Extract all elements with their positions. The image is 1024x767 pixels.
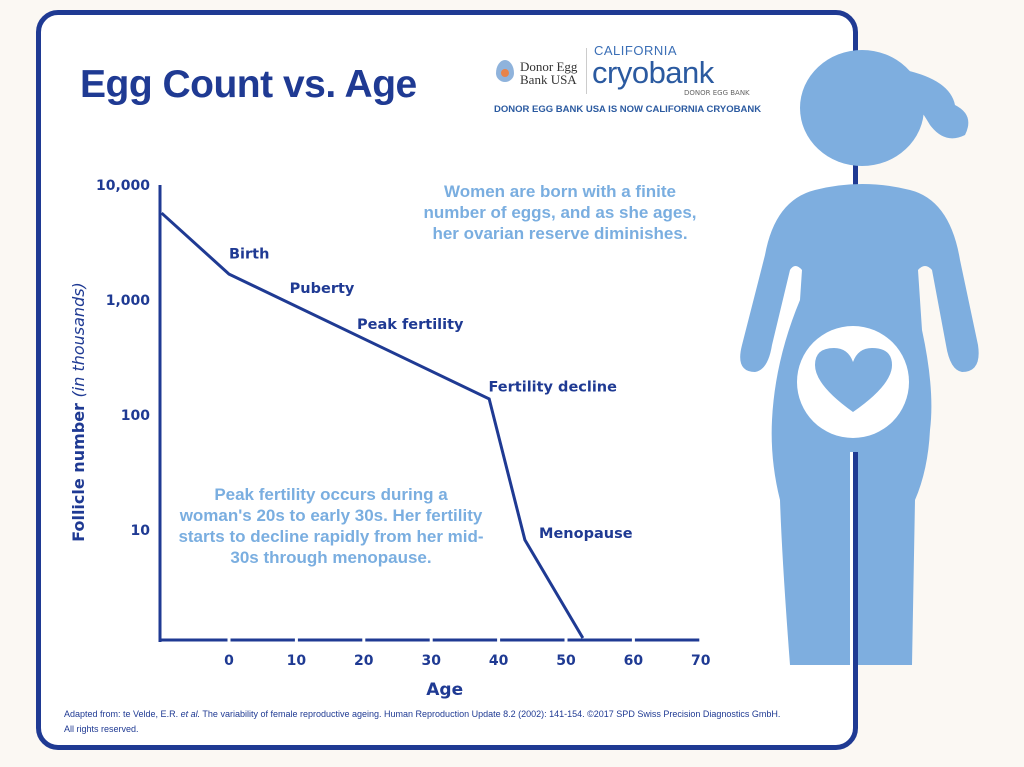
cryobank-wordmark: cryobank xyxy=(592,55,714,90)
note-bottom: Peak fertility occurs during a woman's 2… xyxy=(178,485,484,567)
logo-divider xyxy=(586,48,587,94)
page-title: Egg Count vs. Age xyxy=(80,63,417,106)
california-label: CALIFORNIA xyxy=(594,43,678,58)
infographic-card xyxy=(36,10,858,750)
note-top: Women are born with a finite number of e… xyxy=(423,182,697,243)
donor-egg-bank-logo: Donor Egg Bank USA xyxy=(520,59,578,87)
egg-drop-icon xyxy=(496,60,514,82)
cryobank-sub: DONOR EGG BANK xyxy=(684,89,750,97)
logo-tagline: DONOR EGG BANK USA IS NOW CALIFORNIA CRY… xyxy=(494,104,762,115)
brand-logo: Donor Egg Bank USA CALIFORNIA cryobank DO… xyxy=(494,44,774,120)
source-footnote: Adapted from: te Velde, E.R. et al. The … xyxy=(64,709,781,734)
